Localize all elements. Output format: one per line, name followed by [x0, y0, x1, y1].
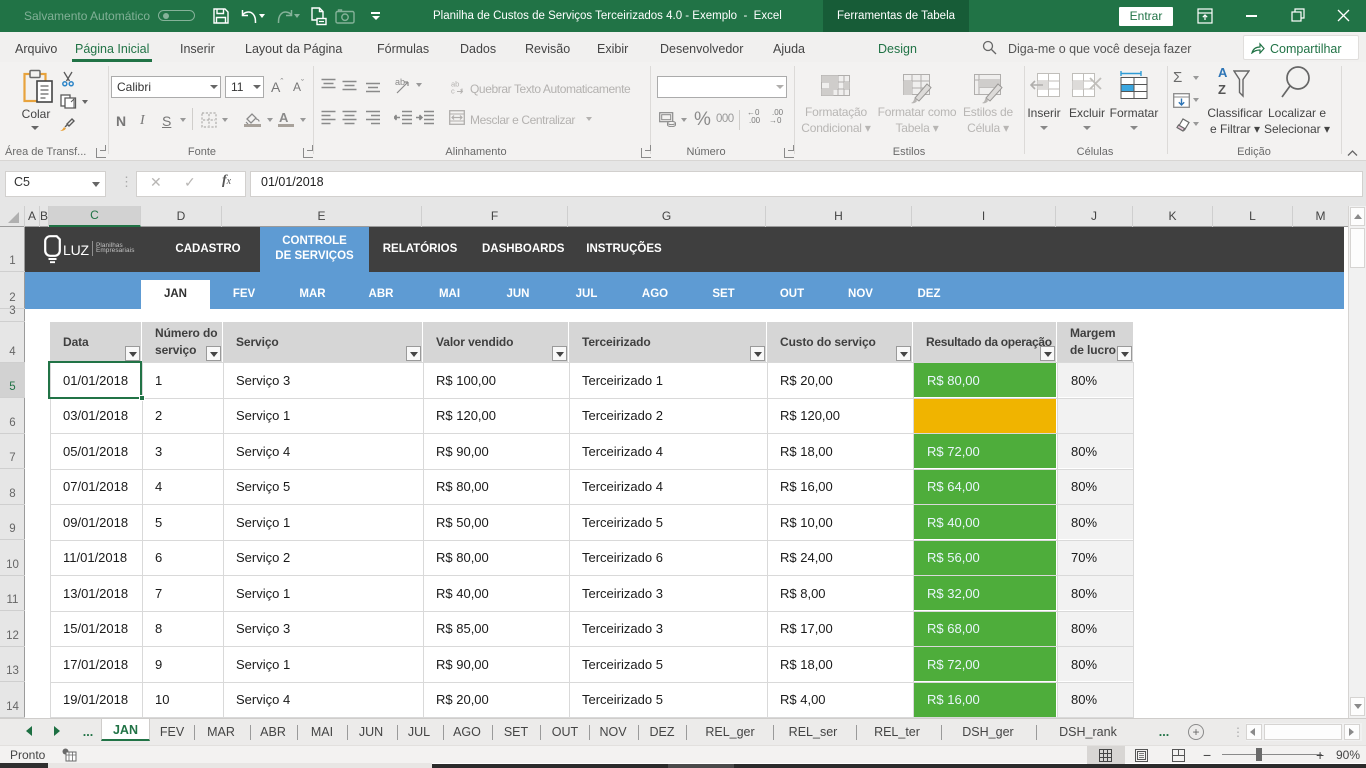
svg-text:c: c: [451, 87, 455, 95]
svg-text:ab: ab: [451, 80, 459, 89]
svg-text:ab: ab: [395, 77, 405, 87]
